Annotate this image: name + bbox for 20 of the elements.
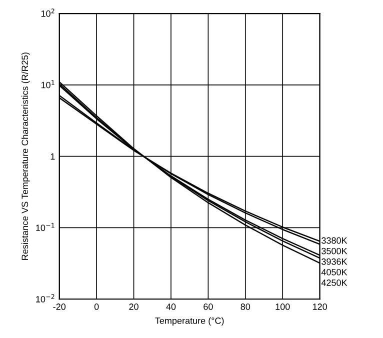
y-tick-label: 1 <box>50 153 55 160</box>
x-axis-title: Temperature (°C) <box>155 317 224 326</box>
x-tick-label: -20 <box>53 304 66 310</box>
y-tick-label: 10$^{−1}$ <box>36 222 54 232</box>
y-tick-label: 10$^{−2}$ <box>36 294 54 302</box>
x-tick-label: 40 <box>166 304 176 310</box>
x-tick-label: 60 <box>204 304 213 310</box>
series-label: 3936K <box>322 258 348 265</box>
series-label: 3500K <box>322 248 348 254</box>
series-label: 4050K <box>321 268 348 276</box>
x-tick-label: 100 <box>276 304 290 310</box>
x-tick-label: 120 <box>312 304 327 310</box>
series-label: 3380K <box>322 237 348 244</box>
x-tick-label: 80 <box>240 304 250 310</box>
x-tick-label: 0 <box>94 304 99 310</box>
y-tick-label: 10$^{1}$ <box>41 80 54 88</box>
y-tick-label: 10$^{2}$ <box>41 8 54 17</box>
series-label: 4250K <box>321 280 348 286</box>
y-axis-title: Resistance VS Temperature Characteristics (R/R25) <box>21 52 30 260</box>
x-tick-label: 20 <box>129 304 138 310</box>
